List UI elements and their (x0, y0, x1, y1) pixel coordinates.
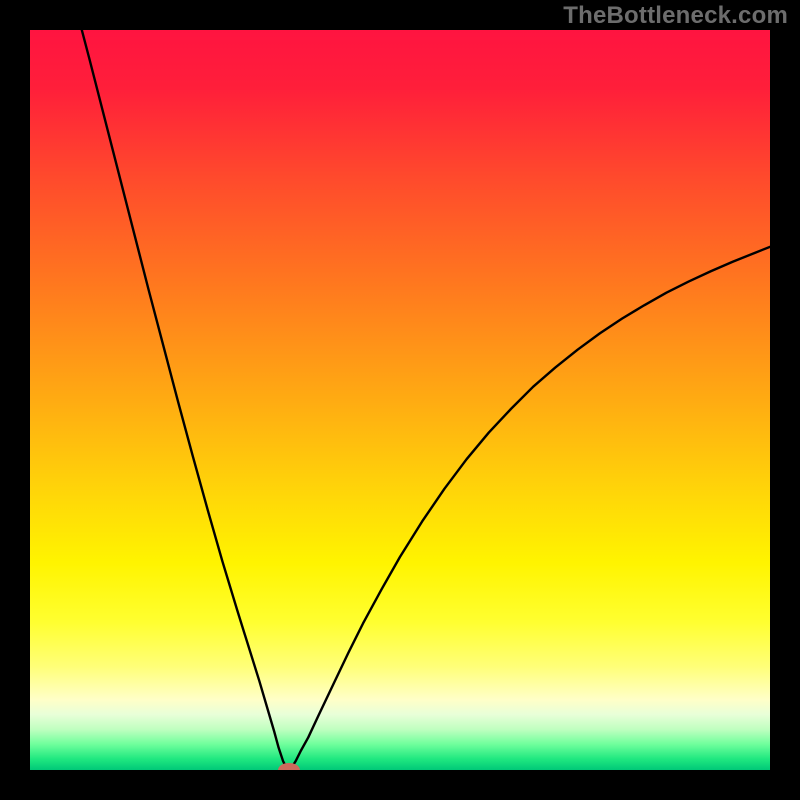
watermark-text: TheBottleneck.com (563, 2, 788, 30)
curve-path (82, 30, 770, 770)
plot-area (30, 30, 770, 770)
bottleneck-curve (30, 30, 770, 770)
optimum-marker (278, 763, 300, 770)
